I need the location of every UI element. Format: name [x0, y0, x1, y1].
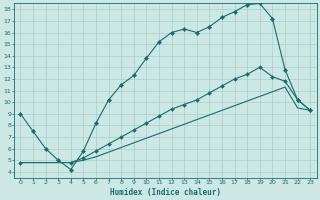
X-axis label: Humidex (Indice chaleur): Humidex (Indice chaleur)	[110, 188, 221, 197]
